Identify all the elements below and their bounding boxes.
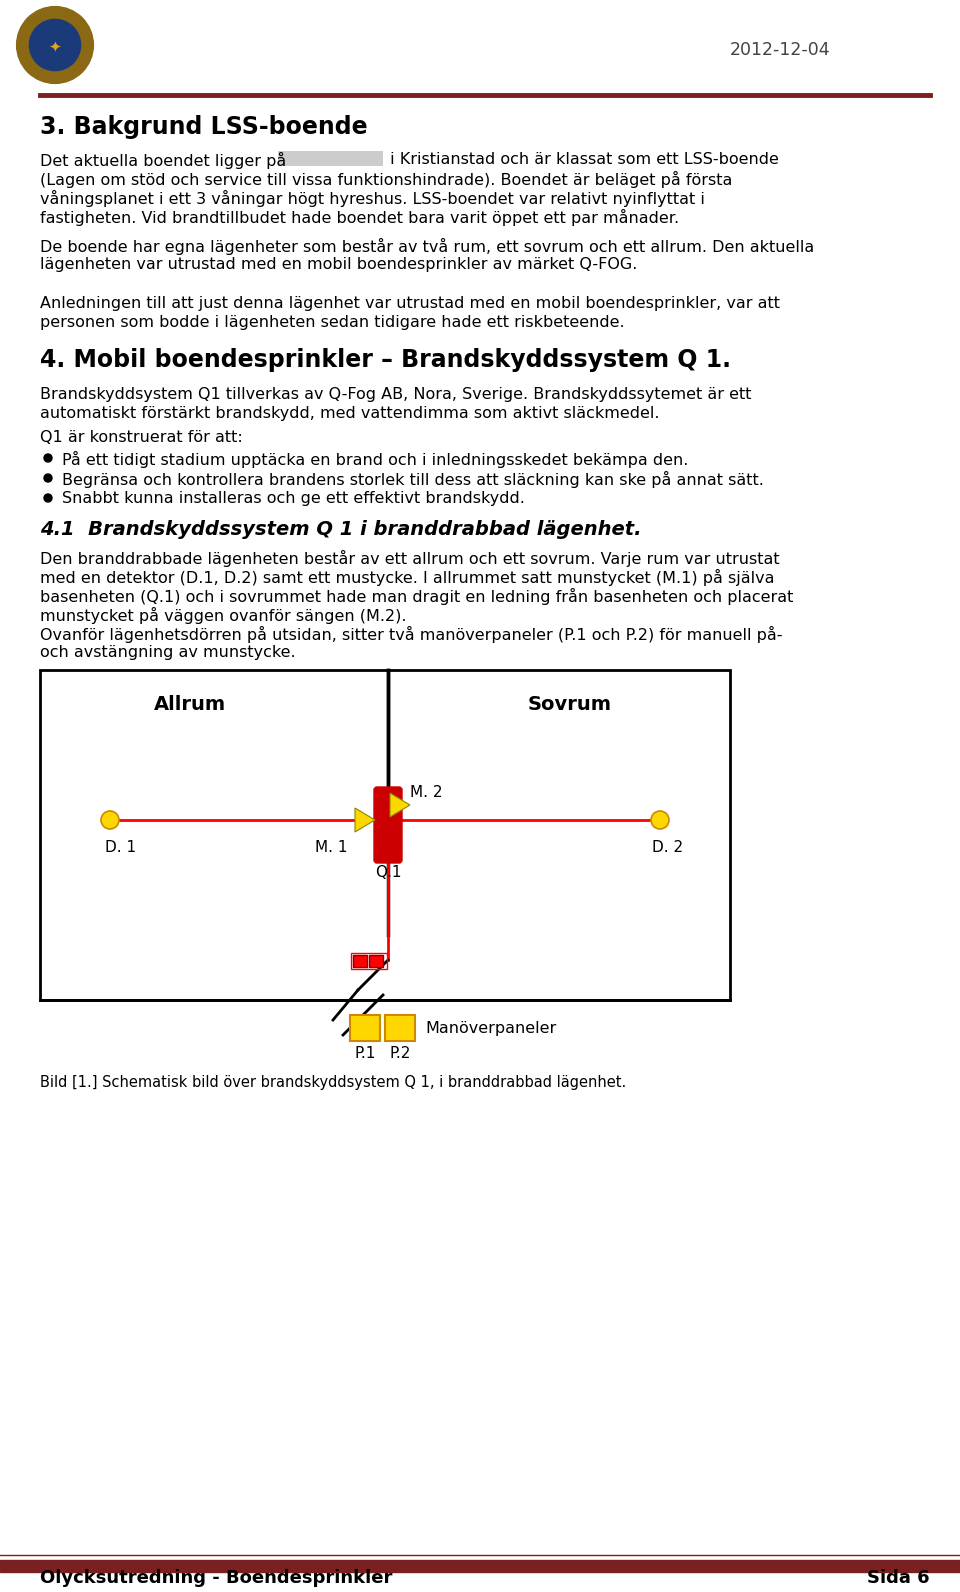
Text: Allrum: Allrum <box>154 696 226 713</box>
Text: Sovrum: Sovrum <box>528 696 612 713</box>
Text: M. 2: M. 2 <box>410 785 443 801</box>
Text: i Kristianstad och är klassat som ett LSS-boende: i Kristianstad och är klassat som ett LS… <box>385 151 779 167</box>
Text: Ovanför lägenhetsdörren på utsidan, sitter två manöverpaneler (P.1 och P.2) för : Ovanför lägenhetsdörren på utsidan, sitt… <box>40 626 782 643</box>
Circle shape <box>44 494 52 501</box>
Polygon shape <box>390 793 410 817</box>
Bar <box>353 955 367 966</box>
Bar <box>385 1016 415 1041</box>
Text: Den branddrabbade lägenheten består av ett allrum och ett sovrum. Varje rum var : Den branddrabbade lägenheten består av e… <box>40 549 780 567</box>
Text: KRISTIANSTAD: KRISTIANSTAD <box>35 73 75 78</box>
Text: och avstängning av munstycke.: och avstängning av munstycke. <box>40 645 296 661</box>
Bar <box>278 151 383 166</box>
Text: M. 1: M. 1 <box>315 841 348 855</box>
Bar <box>350 1016 380 1041</box>
Text: Anledningen till att just denna lägenhet var utrustad med en mobil boendesprinkl: Anledningen till att just denna lägenhet… <box>40 296 780 310</box>
Text: lägenheten var utrustad med en mobil boendesprinkler av märket Q-FOG.: lägenheten var utrustad med en mobil boe… <box>40 256 637 272</box>
Text: Q.1: Q.1 <box>375 864 401 880</box>
Bar <box>369 955 383 966</box>
Text: våningsplanet i ett 3 våningar högt hyreshus. LSS-boendet var relativt nyinflytt: våningsplanet i ett 3 våningar högt hyre… <box>40 189 705 207</box>
Text: 3. Bakgrund LSS-boende: 3. Bakgrund LSS-boende <box>40 115 368 139</box>
Text: Bild [1.] Schematisk bild över brandskyddsystem Q 1, i branddrabbad lägenhet.: Bild [1.] Schematisk bild över brandskyd… <box>40 1075 626 1091</box>
Text: personen som bodde i lägenheten sedan tidigare hade ett riskbeteende.: personen som bodde i lägenheten sedan ti… <box>40 315 625 330</box>
Polygon shape <box>16 6 93 83</box>
Text: Brandskyddsystem Q1 tillverkas av Q-Fog AB, Nora, Sverige. Brandskyddssytemet är: Brandskyddsystem Q1 tillverkas av Q-Fog … <box>40 387 752 403</box>
Text: Manöverpaneler: Manöverpaneler <box>425 1020 556 1035</box>
Text: D. 2: D. 2 <box>652 841 684 855</box>
Text: ✦: ✦ <box>49 40 61 54</box>
Circle shape <box>16 6 93 83</box>
Text: Sida 6: Sida 6 <box>868 1570 930 1587</box>
Text: automatiskt förstärkt brandskydd, med vattendimma som aktivt släckmedel.: automatiskt förstärkt brandskydd, med va… <box>40 406 660 420</box>
Text: munstycket på väggen ovanför sängen (M.2).: munstycket på väggen ovanför sängen (M.2… <box>40 607 406 624</box>
Text: 4.1  Brandskyddssystem Q 1 i branddrabbad lägenhet.: 4.1 Brandskyddssystem Q 1 i branddrabbad… <box>40 521 641 540</box>
Text: (Lagen om stöd och service till vissa funktionshindrade). Boendet är beläget på : (Lagen om stöd och service till vissa fu… <box>40 170 732 188</box>
Text: Olycksutredning - Boendesprinkler: Olycksutredning - Boendesprinkler <box>40 1570 393 1587</box>
Circle shape <box>101 810 119 829</box>
Text: 2012-12-04: 2012-12-04 <box>730 41 830 59</box>
Text: Begränsa och kontrollera brandens storlek till dess att släckning kan ske på ann: Begränsa och kontrollera brandens storle… <box>62 471 764 489</box>
Text: med en detektor (D.1, D.2) samt ett mustycke. I allrummet satt munstycket (M.1) : med en detektor (D.1, D.2) samt ett must… <box>40 568 775 586</box>
Text: D. 1: D. 1 <box>105 841 136 855</box>
FancyBboxPatch shape <box>374 786 402 863</box>
Bar <box>351 954 387 970</box>
Text: Q1 är konstruerat för att:: Q1 är konstruerat för att: <box>40 430 243 446</box>
Text: basenheten (Q.1) och i sovrummet hade man dragit en ledning från basenheten och : basenheten (Q.1) och i sovrummet hade ma… <box>40 587 793 605</box>
Text: P.2: P.2 <box>390 1046 411 1060</box>
Text: På ett tidigt stadium upptäcka en brand och i inledningsskedet bekämpa den.: På ett tidigt stadium upptäcka en brand … <box>62 451 688 468</box>
Text: Det aktuella boendet ligger på: Det aktuella boendet ligger på <box>40 151 286 169</box>
Circle shape <box>44 474 52 482</box>
Circle shape <box>44 454 52 462</box>
Circle shape <box>651 810 669 829</box>
Circle shape <box>30 19 81 70</box>
Text: fastigheten. Vid brandtillbudet hade boendet bara varit öppet ett par månader.: fastigheten. Vid brandtillbudet hade boe… <box>40 209 679 226</box>
Text: P.1: P.1 <box>354 1046 375 1060</box>
Text: 4. Mobil boendesprinkler – Brandskyddssystem Q 1.: 4. Mobil boendesprinkler – Brandskyddssy… <box>40 349 731 373</box>
Text: De boende har egna lägenheter som består av två rum, ett sovrum och ett allrum. : De boende har egna lägenheter som består… <box>40 237 814 255</box>
Bar <box>0 1560 960 1571</box>
Bar <box>40 670 730 1000</box>
Polygon shape <box>355 809 375 833</box>
Text: Snabbt kunna installeras och ge ett effektivt brandskydd.: Snabbt kunna installeras och ge ett effe… <box>62 490 525 506</box>
